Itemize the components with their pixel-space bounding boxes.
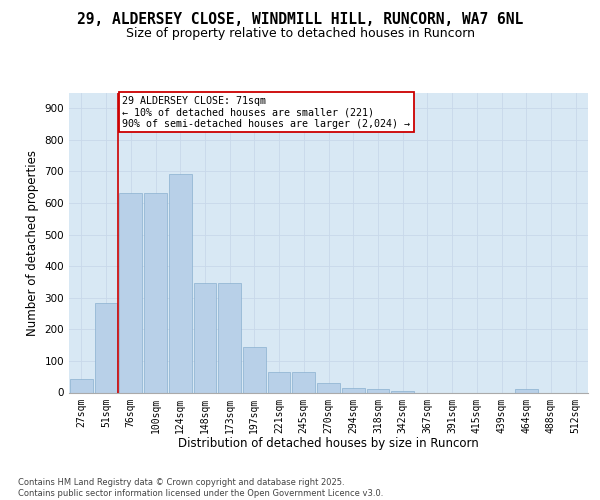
Bar bbox=[95, 303, 118, 392]
Text: 29 ALDERSEY CLOSE: 71sqm
← 10% of detached houses are smaller (221)
90% of semi-: 29 ALDERSEY CLOSE: 71sqm ← 10% of detach… bbox=[122, 96, 410, 129]
Bar bbox=[317, 383, 340, 392]
Bar bbox=[367, 390, 389, 392]
Bar bbox=[194, 283, 216, 393]
Bar bbox=[218, 283, 241, 393]
Bar bbox=[342, 388, 365, 392]
Text: Size of property relative to detached houses in Runcorn: Size of property relative to detached ho… bbox=[125, 28, 475, 40]
Bar bbox=[144, 193, 167, 392]
X-axis label: Distribution of detached houses by size in Runcorn: Distribution of detached houses by size … bbox=[178, 437, 479, 450]
Text: Contains HM Land Registry data © Crown copyright and database right 2025.
Contai: Contains HM Land Registry data © Crown c… bbox=[18, 478, 383, 498]
Bar bbox=[515, 390, 538, 392]
Bar bbox=[169, 174, 191, 392]
Bar bbox=[268, 372, 290, 392]
Bar bbox=[119, 193, 142, 392]
Bar bbox=[292, 372, 315, 392]
Y-axis label: Number of detached properties: Number of detached properties bbox=[26, 150, 39, 336]
Bar bbox=[391, 391, 414, 392]
Bar bbox=[243, 348, 266, 393]
Bar bbox=[70, 379, 93, 392]
Text: 29, ALDERSEY CLOSE, WINDMILL HILL, RUNCORN, WA7 6NL: 29, ALDERSEY CLOSE, WINDMILL HILL, RUNCO… bbox=[77, 12, 523, 28]
